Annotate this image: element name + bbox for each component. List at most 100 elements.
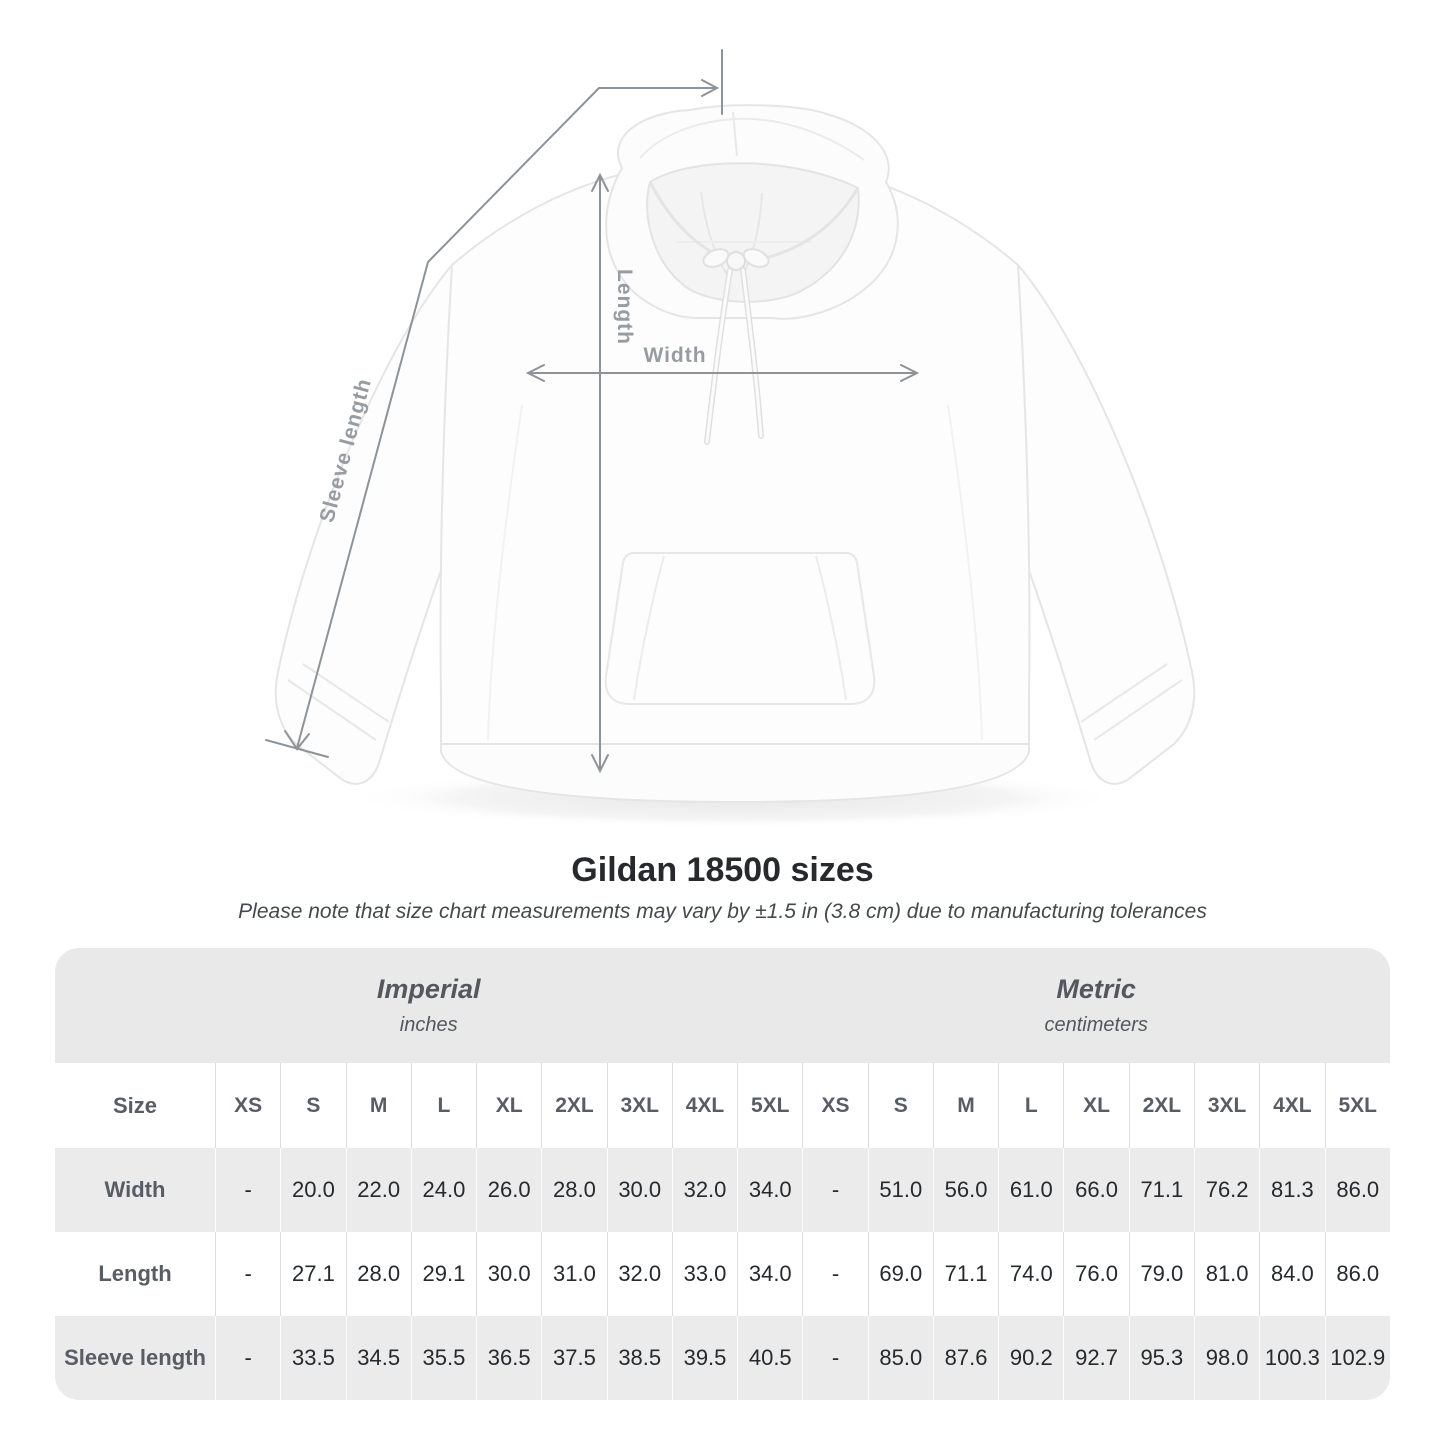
value-cell: 30.0 (606, 1148, 672, 1232)
value-cell: 90.2 (998, 1316, 1064, 1400)
size-col-header: XS (215, 1063, 281, 1148)
hoodie-illustration: Length Width Sleeve length (265, 49, 1196, 828)
value-cell: - (802, 1232, 868, 1316)
kangaroo-pocket (604, 552, 876, 705)
value-cell: 36.5 (476, 1316, 542, 1400)
value-cell: 20.0 (280, 1148, 346, 1232)
value-cell: 98.0 (1193, 1316, 1260, 1400)
size-col-header: 3XL (606, 1063, 672, 1148)
value-cell: 33.0 (671, 1232, 738, 1316)
value-cell: 27.1 (280, 1232, 346, 1316)
value-cell: - (802, 1316, 868, 1400)
value-cell: 38.5 (606, 1316, 672, 1400)
value-cell: - (215, 1148, 281, 1232)
value-cell: 102.9 (1324, 1316, 1390, 1400)
value-cell: 92.7 (1063, 1316, 1129, 1400)
body-creases (487, 404, 983, 741)
value-cell: 28.0 (345, 1232, 411, 1316)
value-cell: 28.0 (541, 1148, 607, 1232)
size-table: Imperial inches Metric centimeters Size … (55, 948, 1390, 1400)
value-cell: 39.5 (671, 1316, 738, 1400)
value-cell: 86.0 (1324, 1232, 1390, 1316)
size-col-header: XS (802, 1063, 868, 1148)
measurement-lines (265, 49, 920, 774)
value-cell: 79.0 (1128, 1232, 1194, 1316)
table-row-length: Length - 27.1 28.0 29.1 30.0 31.0 32.0 3… (55, 1232, 1390, 1316)
value-cell: 37.5 (541, 1316, 607, 1400)
table-row-sleeve-length: Sleeve length - 33.5 34.5 35.5 36.5 37.5… (55, 1316, 1390, 1400)
imperial-label: Imperial (376, 974, 481, 1004)
value-cell: 26.0 (476, 1148, 542, 1232)
value-cell: 81.3 (1259, 1148, 1325, 1232)
size-col-header: M (345, 1063, 411, 1148)
size-col-header: S (280, 1063, 346, 1148)
value-cell: 34.0 (737, 1232, 803, 1316)
size-header-row: Size XS S M L XL 2XL 3XL 4XL 5XL XS S M … (55, 1063, 1390, 1148)
size-col-header: 4XL (1259, 1063, 1325, 1148)
size-col-header: XL (1063, 1063, 1129, 1148)
value-cell: 69.0 (867, 1232, 933, 1316)
size-table-container: Imperial inches Metric centimeters Size … (55, 948, 1390, 1400)
size-col-header: L (998, 1063, 1064, 1148)
value-cell: 30.0 (476, 1232, 542, 1316)
value-cell: 71.1 (932, 1232, 999, 1316)
section-header-imperial: Imperial inches (55, 948, 803, 1063)
value-cell: 51.0 (867, 1148, 933, 1232)
hood (605, 104, 899, 320)
size-col-header: 2XL (541, 1063, 607, 1148)
hem-band (440, 743, 1030, 804)
value-cell: 34.0 (737, 1148, 803, 1232)
value-cell: 56.0 (932, 1148, 999, 1232)
section-header-metric: Metric centimeters (802, 948, 1390, 1063)
value-cell: 86.0 (1324, 1148, 1390, 1232)
metric-unit-label: centimeters (1044, 1014, 1148, 1036)
drawstring-bow (702, 248, 770, 445)
value-cell: 40.5 (737, 1316, 803, 1400)
value-cell: - (215, 1232, 281, 1316)
length-label: Length (613, 269, 636, 345)
value-cell: 76.2 (1193, 1148, 1260, 1232)
value-cell: 71.1 (1128, 1148, 1194, 1232)
imperial-unit-label: inches (399, 1014, 458, 1036)
size-col-header: 2XL (1128, 1063, 1194, 1148)
size-col-header: L (410, 1063, 477, 1148)
size-col-header: 5XL (1324, 1063, 1390, 1148)
width-label: Width (643, 344, 706, 367)
size-col-header: 5XL (737, 1063, 803, 1148)
value-cell: 22.0 (345, 1148, 411, 1232)
unit-section-row: Imperial inches Metric centimeters (55, 948, 1390, 1063)
value-cell: 32.0 (671, 1148, 738, 1232)
value-cell: 61.0 (998, 1148, 1064, 1232)
value-cell: 34.5 (345, 1316, 411, 1400)
size-corner-header: Size (55, 1063, 215, 1148)
value-cell: 95.3 (1128, 1316, 1194, 1400)
value-cell: 29.1 (410, 1232, 477, 1316)
row-label: Sleeve length (55, 1316, 215, 1400)
value-cell: 85.0 (867, 1316, 933, 1400)
metric-label: Metric (1056, 974, 1136, 1004)
row-label: Length (55, 1232, 215, 1316)
size-col-header: 3XL (1193, 1063, 1260, 1148)
value-cell: 87.6 (932, 1316, 999, 1400)
hoodie-measurement-diagram: Length Width Sleeve length (265, 49, 1196, 828)
value-cell: 32.0 (606, 1232, 672, 1316)
value-cell: 100.3 (1259, 1316, 1325, 1400)
table-row-width: Width - 20.0 22.0 24.0 26.0 28.0 30.0 32… (55, 1148, 1390, 1232)
size-col-header: M (932, 1063, 999, 1148)
value-cell: 33.5 (280, 1316, 346, 1400)
tolerance-note: Please note that size chart measurements… (238, 900, 1207, 923)
value-cell: 35.5 (410, 1316, 477, 1400)
value-cell: 76.0 (1063, 1232, 1129, 1316)
value-cell: 81.0 (1193, 1232, 1260, 1316)
page-title: Gildan 18500 sizes (571, 851, 874, 889)
value-cell: - (215, 1316, 281, 1400)
row-label: Width (55, 1148, 215, 1232)
sleeve-length-line (296, 87, 600, 749)
size-col-header: 4XL (671, 1063, 738, 1148)
value-cell: 74.0 (998, 1232, 1064, 1316)
value-cell: 31.0 (541, 1232, 607, 1316)
size-col-header: S (867, 1063, 933, 1148)
value-cell: - (802, 1148, 868, 1232)
size-col-header: XL (476, 1063, 542, 1148)
